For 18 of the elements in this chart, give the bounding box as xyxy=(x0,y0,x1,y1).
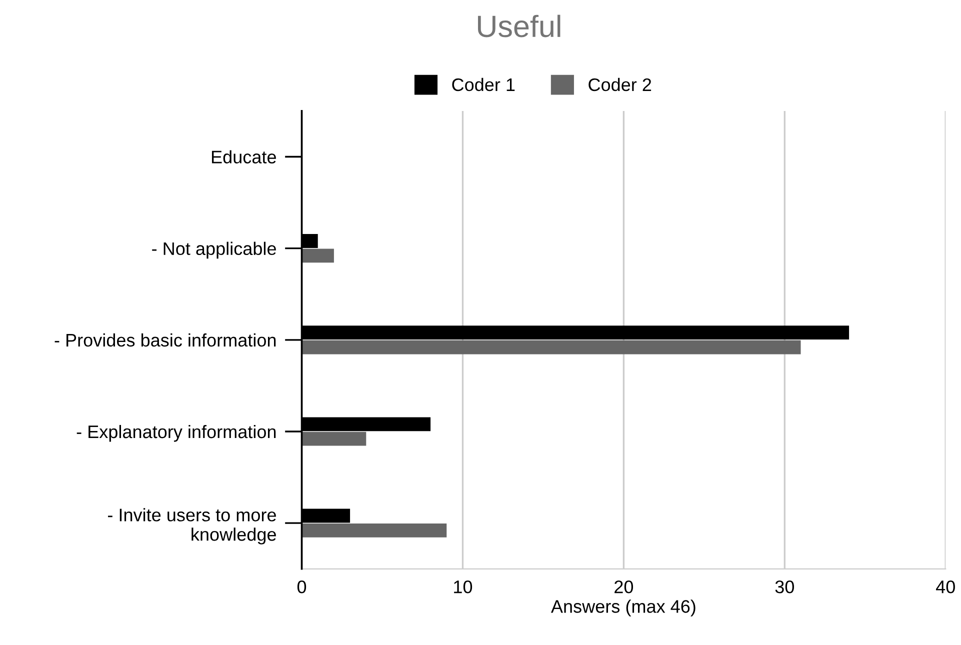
y-tick-label: - Invite users to more knowledge xyxy=(108,508,276,544)
y-tick-label: Educate xyxy=(212,150,276,164)
legend-label: Coder 1 xyxy=(452,78,515,92)
x-tick-label: 30 xyxy=(775,580,794,594)
y-tick-label: - Not applicable xyxy=(152,242,276,259)
bar xyxy=(302,523,447,538)
x-axis-title: Answers (max 46) xyxy=(550,600,696,616)
y-tick-label: - Explanatory information xyxy=(76,424,276,442)
bar xyxy=(302,340,801,354)
x-tick-label: 40 xyxy=(936,580,955,594)
bar xyxy=(302,432,366,446)
x-tick-label: 20 xyxy=(614,580,634,594)
legend-label: Coder 2 xyxy=(588,78,652,92)
x-tick-label: 0 xyxy=(297,580,306,594)
y-tick-label: - Provides basic information xyxy=(54,333,276,347)
bar xyxy=(302,248,334,263)
x-tick-label: 10 xyxy=(454,580,472,594)
chart-title: Useful xyxy=(478,14,560,38)
